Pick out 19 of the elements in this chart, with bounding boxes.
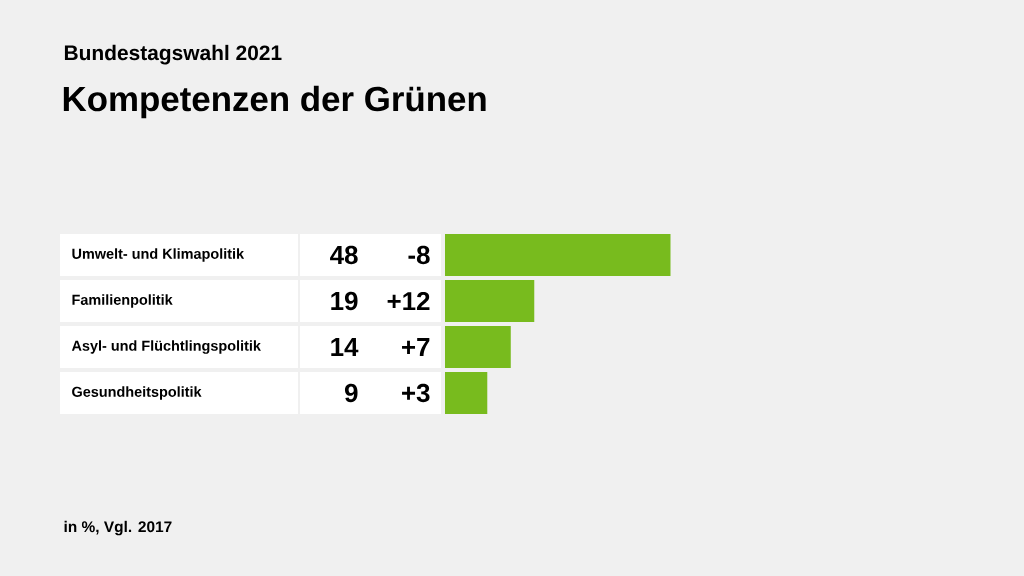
data-label: 14: [331, 338, 359, 356]
text: +12: [387, 291, 430, 311]
text: +3: [402, 383, 430, 403]
bar: [445, 326, 511, 368]
bar: [445, 372, 488, 414]
bar: [445, 280, 535, 322]
text: in %, Vgl. 2017: [64, 520, 172, 536]
data-label: 48: [330, 245, 358, 265]
y-tick-label: Asyl- und Flüchtlingspolitik: [71, 340, 261, 354]
text: Bundestagswahl 2021: [64, 44, 282, 65]
text: -8: [408, 245, 430, 265]
data-label: 19: [331, 291, 358, 311]
bar: [445, 234, 671, 276]
y-tick-label: Gesundheitspolitik: [72, 386, 202, 400]
data-label: 9: [344, 383, 358, 403]
y-tick-label: Familienpolitik: [72, 294, 173, 308]
chart-title: Kompetenzen der Grünen: [63, 85, 486, 119]
y-tick-label: Umwelt- und Klimapolitik: [72, 248, 245, 262]
text: +7: [402, 338, 430, 356]
